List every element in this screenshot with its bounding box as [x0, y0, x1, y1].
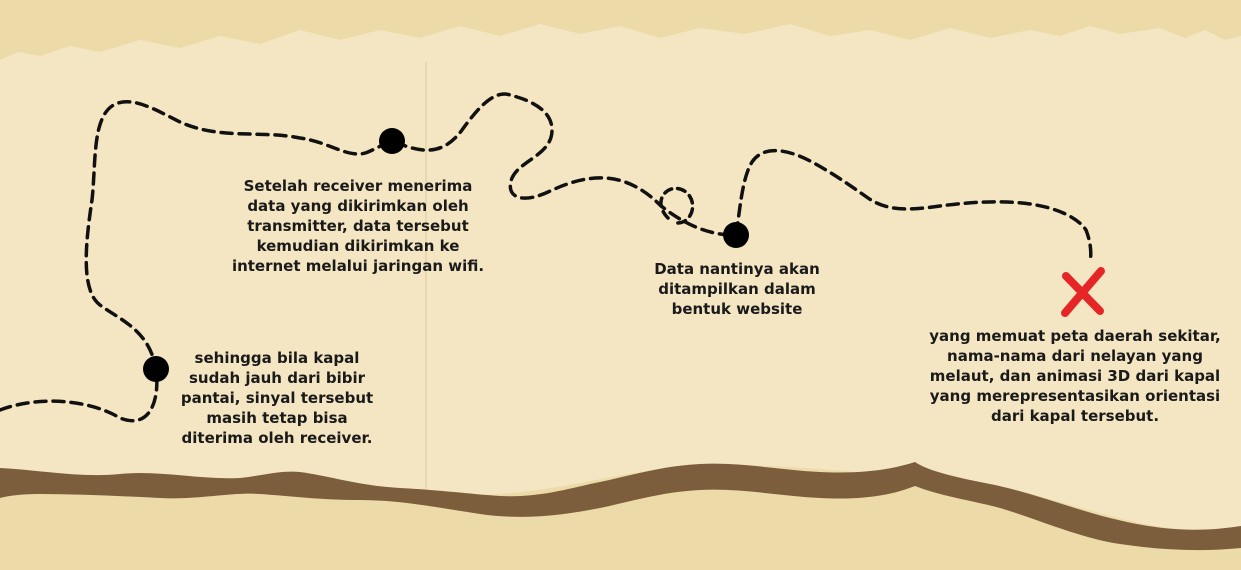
caption-line: melaut, dan animasi 3D dari kapal — [929, 367, 1221, 385]
caption-line: pantai, sinyal tersebut — [180, 389, 374, 407]
caption-line: transmitter, data tersebut — [247, 217, 469, 235]
caption-line: internet melalui jaringan wifi. — [231, 257, 485, 275]
brown-torn-stripe — [0, 462, 1241, 551]
dashed-route-path — [0, 92, 1093, 423]
caption-line: dari kapal tersebut. — [990, 407, 1160, 425]
caption-website-display: Data nantinya akan ditampilkan dalam ben… — [626, 259, 848, 319]
caption-website-contents: yang memuat peta daerah sekitar, nama-na… — [916, 326, 1234, 426]
caption-line: kemudian dikirimkan ke — [256, 237, 460, 255]
caption-line: nama-nama dari nelayan yang — [947, 347, 1203, 365]
destination-x-mark-icon — [1061, 267, 1105, 317]
caption-line: diterima oleh receiver. — [181, 429, 373, 447]
caption-line: sudah jauh dari bibir — [189, 369, 365, 387]
caption-line: masih tetap bisa — [206, 409, 348, 427]
caption-signal-distance: sehingga bila kapal sudah jauh dari bibi… — [166, 348, 388, 448]
waypoint-website-icon — [723, 222, 749, 248]
caption-line: Setelah receiver menerima — [243, 177, 473, 195]
dashed-route-loop — [659, 186, 695, 225]
caption-line: yang memuat peta daerah sekitar, — [929, 327, 1221, 345]
caption-line: ditampilkan dalam — [658, 280, 816, 298]
caption-line: bentuk website — [671, 300, 803, 318]
caption-line: Data nantinya akan — [654, 260, 820, 278]
waypoint-receiver-icon — [379, 128, 405, 154]
caption-line: data yang dikirimkan oleh — [247, 197, 469, 215]
caption-line: sehingga bila kapal — [194, 349, 360, 367]
caption-receiver-to-internet: Setelah receiver menerima data yang diki… — [222, 176, 494, 276]
waypoint-distance-icon — [143, 356, 169, 382]
caption-line: yang merepresentasikan orientasi — [929, 387, 1221, 405]
torn-top-edge — [0, 0, 1241, 60]
